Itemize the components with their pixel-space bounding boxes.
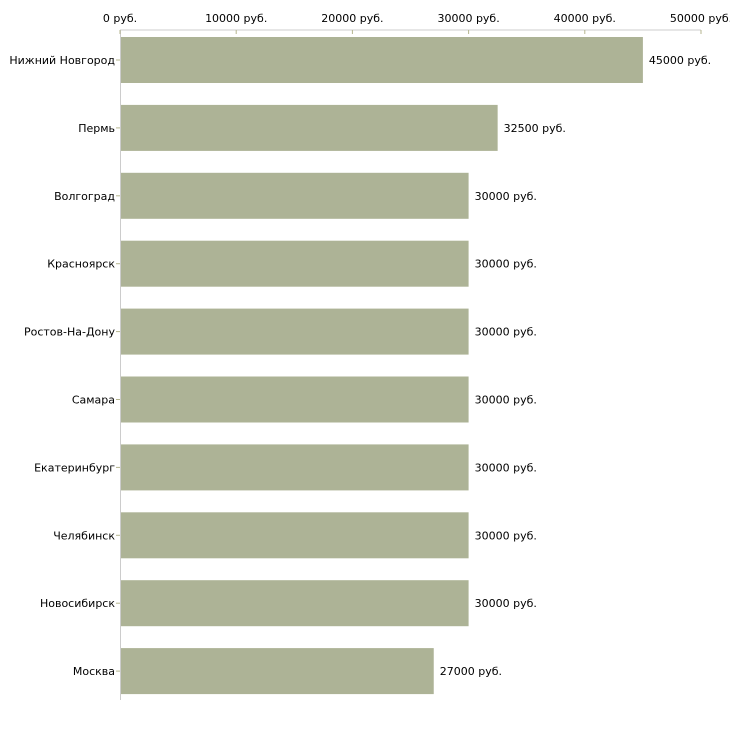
data-label: 30000 руб. bbox=[475, 394, 537, 407]
bar bbox=[121, 512, 469, 559]
bar bbox=[121, 308, 469, 355]
data-label: 32500 руб. bbox=[504, 122, 566, 135]
bar bbox=[121, 580, 469, 627]
x-tick-label: 20000 руб. bbox=[321, 12, 383, 25]
category-label: Пермь bbox=[78, 122, 115, 135]
category-label: Нижний Новгород bbox=[9, 54, 115, 67]
category-label: Волгоград bbox=[54, 190, 115, 203]
bar bbox=[121, 240, 469, 287]
category-label: Красноярск bbox=[47, 258, 115, 271]
category-label: Самара bbox=[72, 394, 115, 407]
data-label: 30000 руб. bbox=[475, 326, 537, 339]
category-label: Екатеринбург bbox=[34, 461, 115, 474]
data-label: 30000 руб. bbox=[475, 529, 537, 542]
x-tick-label: 50000 руб. bbox=[670, 12, 730, 25]
x-tick-label: 10000 руб. bbox=[205, 12, 267, 25]
data-label: 45000 руб. bbox=[649, 54, 711, 67]
x-tick-label: 0 руб. bbox=[103, 12, 137, 25]
data-label: 30000 руб. bbox=[475, 258, 537, 271]
category-label: Ростов-На-Дону bbox=[24, 326, 115, 339]
data-label: 27000 руб. bbox=[440, 665, 502, 678]
category-label: Москва bbox=[73, 665, 115, 678]
bar bbox=[121, 444, 469, 491]
bar bbox=[121, 104, 498, 151]
bar bbox=[121, 172, 469, 219]
category-label: Новосибирск bbox=[40, 597, 115, 610]
data-label: 30000 руб. bbox=[475, 597, 537, 610]
bar bbox=[121, 376, 469, 423]
bar bbox=[121, 648, 434, 695]
category-label: Челябинск bbox=[53, 529, 115, 542]
x-tick-label: 30000 руб. bbox=[437, 12, 499, 25]
data-label: 30000 руб. bbox=[475, 461, 537, 474]
bar bbox=[121, 37, 643, 83]
data-label: 30000 руб. bbox=[475, 190, 537, 203]
x-tick-label: 40000 руб. bbox=[554, 12, 616, 25]
